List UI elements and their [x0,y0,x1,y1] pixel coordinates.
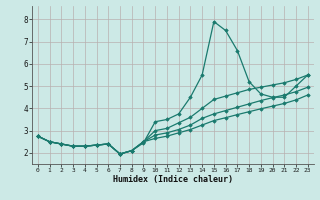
X-axis label: Humidex (Indice chaleur): Humidex (Indice chaleur) [113,175,233,184]
